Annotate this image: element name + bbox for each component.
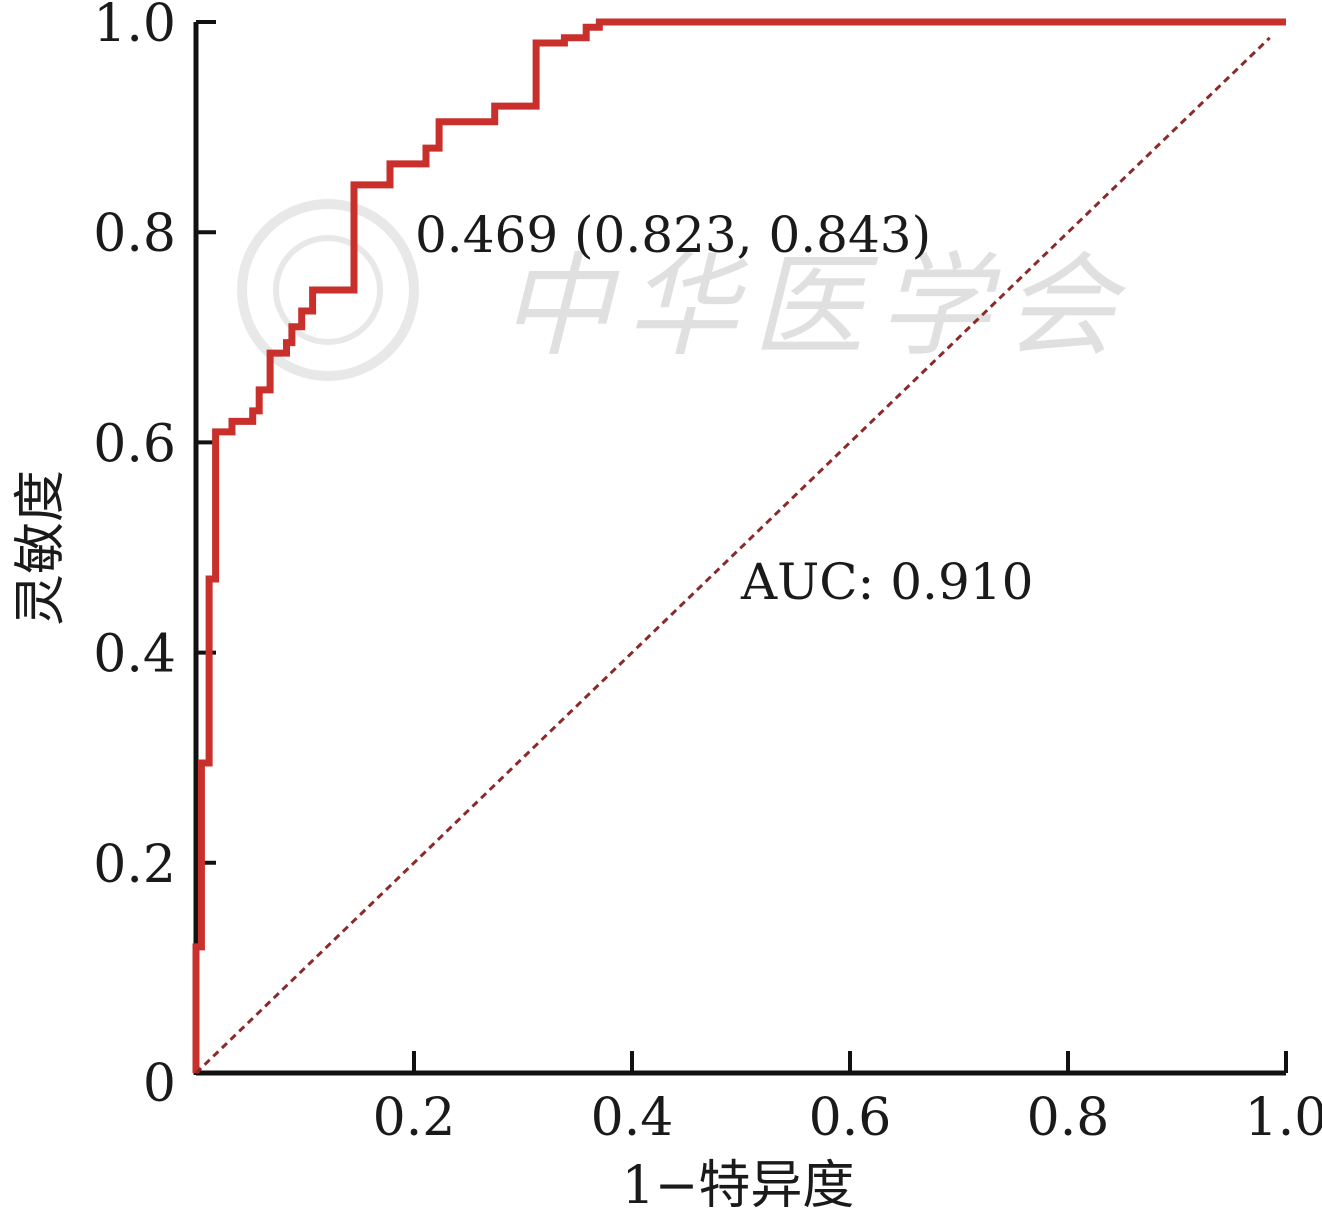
x-tick-label: 1.0	[1245, 1088, 1322, 1148]
reference-diagonal-line	[194, 36, 1271, 1075]
y-tick-label: 0	[143, 1054, 176, 1114]
y-tick-label: 0.6	[93, 414, 176, 474]
watermark-text: 中华医学会	[500, 242, 1130, 372]
watermark: 中华医学会	[237, 199, 1130, 381]
x-tick-label: 0.6	[809, 1088, 892, 1148]
watermark-seal	[237, 199, 419, 381]
x-tick-label: 0.4	[591, 1088, 674, 1148]
watermark-seal-inner	[273, 235, 383, 345]
y-tick-label: 1.0	[93, 0, 176, 54]
roc-curve-line	[192, 18, 1286, 1073]
cutoff-label: 0.469 (0.823, 0.843)	[415, 206, 931, 264]
x-tick-label: 0.2	[373, 1088, 456, 1148]
auc-label: AUC: 0.910	[740, 553, 1033, 611]
y-tick-label: 0.8	[93, 204, 176, 264]
y-tick-label: 0.4	[93, 625, 176, 685]
x-axis-title: 1−特异度	[622, 1156, 855, 1215]
y-axis-title: 灵敏度	[11, 470, 71, 626]
y-tick-label: 0.2	[93, 835, 176, 895]
x-tick-label: 0.8	[1027, 1088, 1110, 1148]
